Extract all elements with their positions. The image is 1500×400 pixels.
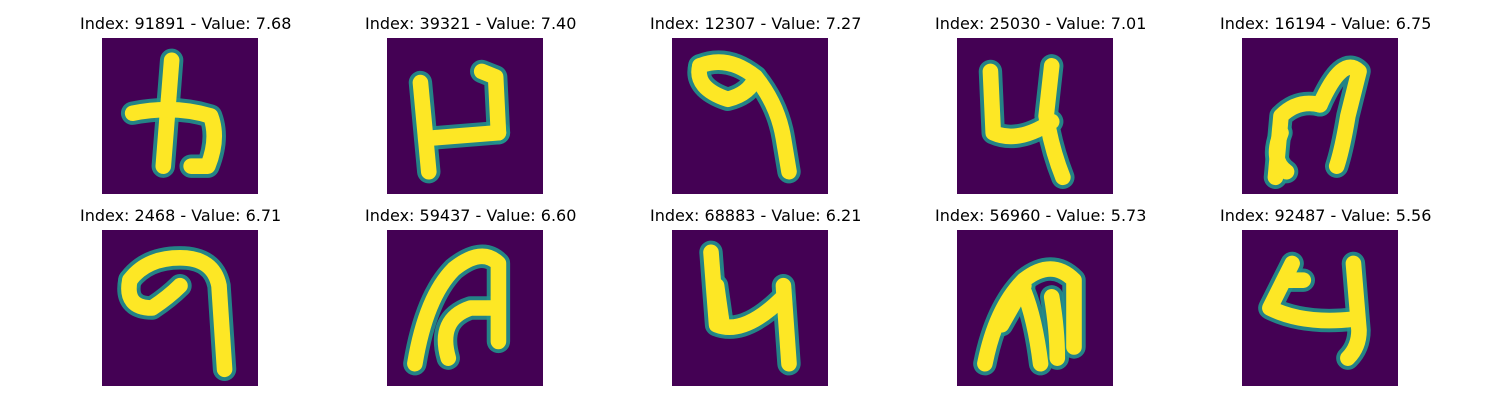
panel: Index: 16194 - Value: 6.75 [1220,14,1432,194]
panel: Index: 2468 - Value: 6.71 [80,206,282,386]
glyph-strokes [687,50,801,184]
digit-image [102,230,258,386]
glyph-strokes [978,54,1075,189]
glyph-stroke [1312,59,1367,174]
digit-image [387,38,543,194]
glyph-stroke [473,63,507,141]
panel-title: Index: 56960 - Value: 5.73 [935,206,1147,225]
glyph-stroke [708,277,730,333]
panel: Index: 56960 - Value: 5.73 [935,206,1147,386]
panel: Index: 59437 - Value: 6.60 [365,206,577,386]
glyph-stroke [1038,58,1071,186]
glyph-stroke [1262,255,1362,329]
glyph-strokes [1263,55,1371,189]
panel-title: Index: 2468 - Value: 6.71 [80,206,282,225]
glyph-stroke [407,248,507,372]
glyph-strokes [973,257,1086,376]
panel: Index: 12307 - Value: 7.27 [650,14,862,194]
digit-image [957,230,1113,386]
glyph-strokes [408,59,511,184]
glyph-stroke [412,74,437,180]
panel: Index: 91891 - Value: 7.68 [80,14,292,194]
panel: Index: 92487 - Value: 5.56 [1220,206,1432,386]
glyph-stroke [775,277,797,372]
glyph-strokes [120,48,226,178]
glyph-stroke [1043,289,1066,366]
glyph-stroke [993,277,1032,333]
digit-image [957,38,1113,194]
digit-image [1242,230,1398,386]
panel-title: Index: 59437 - Value: 6.60 [365,206,577,225]
panel: Index: 68883 - Value: 6.21 [650,206,862,386]
panel-title: Index: 16194 - Value: 6.75 [1220,14,1432,33]
panel: Index: 25030 - Value: 7.01 [935,14,1147,194]
digit-image [387,230,543,386]
glyph-strokes [699,240,801,376]
glyph-strokes [403,244,511,376]
glyph-stroke [420,124,507,147]
glyph-stroke [1340,255,1367,366]
digit-image [1242,38,1398,194]
glyph-stroke [437,300,501,366]
panel-title: Index: 91891 - Value: 7.68 [80,14,292,33]
panel-title: Index: 92487 - Value: 5.56 [1220,206,1432,225]
glyph-strokes [117,246,237,381]
panel-title: Index: 12307 - Value: 7.27 [650,14,862,33]
panel: Index: 39321 - Value: 7.40 [365,14,577,194]
digit-image [102,38,258,194]
glyph-stroke [122,250,233,378]
glyph-strokes [1258,251,1371,370]
glyph-stroke [1268,124,1295,180]
digit-image [672,38,828,194]
digit-image [672,230,828,386]
glyph-stroke [121,272,188,316]
panel-title: Index: 39321 - Value: 7.40 [365,14,577,33]
panel-title: Index: 68883 - Value: 6.21 [650,206,862,225]
panel-title: Index: 25030 - Value: 7.01 [935,14,1147,33]
glyph-stroke [691,58,764,108]
glyph-stroke [124,101,222,174]
